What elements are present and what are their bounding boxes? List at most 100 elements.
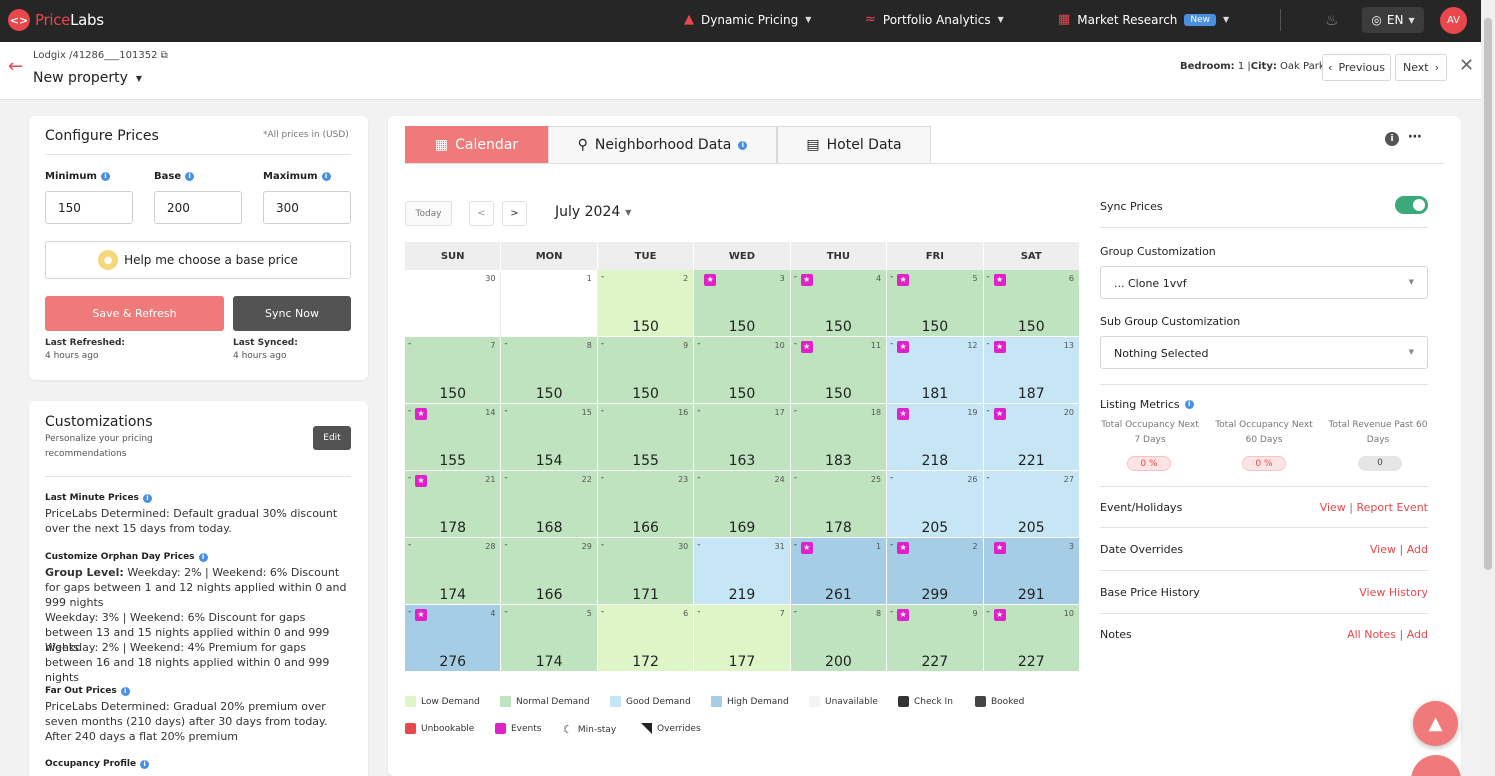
scrollbar-thumb[interactable] (1484, 18, 1492, 570)
event-star-icon[interactable]: ★ (993, 542, 1006, 554)
back-arrow-icon[interactable]: ← (8, 56, 24, 77)
event-star-icon[interactable]: ★ (897, 542, 910, 554)
calendar-day-cell[interactable]: ★ 3 291 (983, 538, 1080, 605)
calendar-day-cell[interactable]: - ★ 14 155 (405, 404, 502, 471)
calendar-day-cell[interactable]: - ★ 12 181 (887, 337, 984, 404)
calendar-day-cell[interactable]: - 26 205 (887, 471, 984, 538)
calendar-day-cell[interactable]: - 24 169 (694, 471, 791, 538)
nav-market-research[interactable]: ▦ Market Research New ▼ (1058, 12, 1230, 27)
view-events-link[interactable]: View (1319, 501, 1346, 514)
property-selector[interactable]: New property ▼ (33, 70, 143, 86)
calendar-day-cell[interactable]: - ★ 5 150 (887, 270, 984, 337)
event-star-icon[interactable]: ★ (897, 609, 910, 621)
event-star-icon[interactable]: ★ (704, 274, 717, 286)
calendar-day-cell[interactable]: - 6 172 (597, 605, 695, 672)
calendar-day-cell[interactable]: 30 (405, 270, 502, 337)
edit-button[interactable]: Edit (313, 426, 351, 450)
calendar-day-cell[interactable]: - ★ 11 150 (790, 337, 888, 404)
logo[interactable]: <> PriceLabs (8, 9, 104, 31)
event-star-icon[interactable]: ★ (993, 341, 1006, 353)
all-notes-link[interactable]: All Notes (1347, 628, 1396, 641)
event-star-icon[interactable]: ★ (800, 341, 813, 353)
calendar-day-cell[interactable]: - 15 154 (501, 404, 598, 471)
info-icon[interactable]: i (198, 552, 208, 562)
event-star-icon[interactable]: ★ (897, 408, 910, 420)
calendar-day-cell[interactable]: - ★ 2 299 (887, 538, 984, 605)
calendar-day-cell[interactable]: - ★ 13 187 (983, 337, 1080, 404)
event-star-icon[interactable]: ★ (993, 274, 1006, 286)
previous-button[interactable]: ‹ Previous (1322, 54, 1391, 81)
next-month-button[interactable]: > (502, 201, 527, 226)
calendar-day-cell[interactable]: - ★ 4 150 (790, 270, 888, 337)
academy-button[interactable]: ▲ (1413, 701, 1458, 746)
calendar-day-cell[interactable]: - ★ 9 227 (887, 605, 984, 672)
info-icon[interactable]: i (100, 172, 110, 181)
sync-now-button[interactable]: Sync Now (233, 296, 351, 331)
event-star-icon[interactable]: ★ (800, 274, 813, 286)
info-icon[interactable]: i (140, 759, 150, 769)
tab-hotel-data[interactable]: ▤ Hotel Data (777, 126, 931, 163)
nav-dynamic-pricing[interactable]: ▲ Dynamic Pricing ▼ (684, 12, 812, 27)
calendar-day-cell[interactable]: - 23 166 (597, 471, 695, 538)
view-overrides-link[interactable]: View (1369, 543, 1396, 556)
avatar[interactable]: AV (1440, 7, 1467, 34)
calendar-day-cell[interactable]: - ★ 21 178 (405, 471, 502, 538)
event-star-icon[interactable]: ★ (993, 408, 1006, 420)
report-event-link[interactable]: Report Event (1356, 501, 1428, 514)
today-button[interactable]: Today (405, 201, 452, 226)
calendar-day-cell[interactable]: 1 (501, 270, 598, 337)
sync-prices-toggle[interactable] (1395, 196, 1428, 214)
event-star-icon[interactable]: ★ (897, 341, 910, 353)
event-star-icon[interactable]: ★ (415, 609, 427, 621)
view-history-link[interactable]: View History (1359, 586, 1428, 599)
calendar-day-cell[interactable]: - 9 150 (597, 337, 695, 404)
event-star-icon[interactable]: ★ (415, 475, 427, 487)
event-star-icon[interactable]: ★ (800, 542, 813, 554)
calendar-day-cell[interactable]: - 22 168 (501, 471, 598, 538)
more-options-icon[interactable]: ⋯ (1408, 129, 1422, 145)
info-icon[interactable]: i (321, 172, 331, 181)
info-icon[interactable]: i (1184, 400, 1194, 409)
tab-neighborhood-data[interactable]: ⚲ Neighborhood Data i (548, 126, 777, 163)
calendar-day-cell[interactable]: - 16 155 (597, 404, 695, 471)
calendar-day-cell[interactable]: - 8 200 (790, 605, 888, 672)
calendar-day-cell[interactable]: - 10 150 (694, 337, 791, 404)
calendar-day-cell[interactable]: - ★ 20 221 (983, 404, 1080, 471)
minimum-price-input[interactable]: 150 (45, 191, 133, 224)
chat-button[interactable] (1411, 755, 1461, 776)
group-customization-select[interactable]: ... Clone 1vvf ▼ (1100, 266, 1428, 299)
calendar-day-cell[interactable]: - 29 166 (501, 538, 598, 605)
add-note-link[interactable]: Add (1406, 628, 1428, 641)
prev-month-button[interactable]: < (469, 201, 494, 226)
calendar-day-cell[interactable]: - ★ 10 227 (983, 605, 1080, 672)
next-button[interactable]: Next › (1395, 54, 1447, 81)
calendar-day-cell[interactable]: - 28 174 (405, 538, 502, 605)
close-icon[interactable]: ✕ (1459, 55, 1475, 76)
calendar-day-cell[interactable]: - 18 183 (790, 404, 888, 471)
calendar-day-cell[interactable]: - ★ 4 276 (405, 605, 502, 672)
sub-group-customization-select[interactable]: Nothing Selected ▼ (1100, 336, 1428, 369)
calendar-day-cell[interactable]: ★ 19 218 (887, 404, 984, 471)
language-selector[interactable]: ◎ EN ▼ (1362, 7, 1424, 33)
calendar-day-cell[interactable]: - 8 150 (501, 337, 598, 404)
add-override-link[interactable]: Add (1406, 543, 1428, 556)
info-icon[interactable]: i (185, 172, 195, 181)
calendar-day-cell[interactable]: - 31 219 (694, 538, 791, 605)
external-link-icon[interactable]: ⧉ (160, 50, 168, 61)
tab-calendar[interactable]: ▦ Calendar (405, 126, 548, 163)
month-selector[interactable]: July 2024 ▼ (555, 204, 632, 220)
calendar-day-cell[interactable]: - 30 171 (597, 538, 695, 605)
info-icon[interactable]: i (1385, 132, 1399, 146)
bell-icon[interactable]: ♨ (1325, 11, 1339, 29)
calendar-day-cell[interactable]: - 7 177 (694, 605, 791, 672)
info-icon[interactable]: i (142, 493, 152, 503)
calendar-day-cell[interactable]: - ★ 6 150 (983, 270, 1080, 337)
calendar-day-cell[interactable]: - 7 150 (405, 337, 502, 404)
calendar-day-cell[interactable]: ★ 3 150 (694, 270, 791, 337)
nav-portfolio-analytics[interactable]: ≈ Portfolio Analytics ▼ (865, 12, 1004, 27)
calendar-day-cell[interactable]: - 25 178 (790, 471, 888, 538)
event-star-icon[interactable]: ★ (415, 408, 427, 420)
calendar-day-cell[interactable]: - 2 150 (597, 270, 695, 337)
event-star-icon[interactable]: ★ (897, 274, 910, 286)
calendar-day-cell[interactable]: - 17 163 (694, 404, 791, 471)
